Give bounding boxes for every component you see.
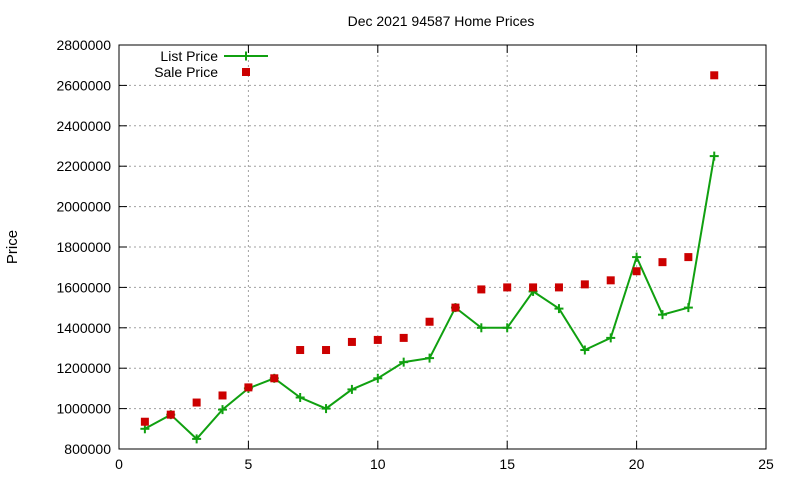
sale-price-point	[322, 346, 331, 355]
list-price-point	[554, 304, 564, 314]
list-price-point	[632, 252, 642, 262]
sale-price-point	[140, 417, 149, 426]
legend: List Price Sale Price	[154, 48, 268, 80]
sale-price-point	[529, 283, 538, 292]
y-tick-label: 1200000	[56, 360, 111, 376]
y-tick-label: 1400000	[56, 320, 111, 336]
list-price-point	[347, 384, 357, 394]
sale-price-point	[347, 337, 356, 346]
x-tick-label: 25	[758, 456, 774, 472]
y-tick-label: 1000000	[56, 401, 111, 417]
legend-label-list-price: List Price	[160, 48, 218, 64]
data-marks	[140, 71, 719, 444]
sale-price-point	[606, 276, 615, 285]
legend-marker-list-price	[241, 51, 251, 61]
list-price-point	[476, 323, 486, 333]
legend-marker-sale-price	[242, 68, 250, 76]
sale-price-point	[192, 398, 201, 407]
sale-price-point	[296, 346, 305, 355]
list-price-point	[425, 353, 435, 363]
sale-price-point	[503, 283, 512, 292]
y-tick-label: 2200000	[56, 158, 111, 174]
plot-frame	[118, 44, 767, 450]
list-price-point	[709, 151, 719, 161]
y-tick-label: 800000	[64, 441, 111, 457]
list-price-point	[657, 310, 667, 320]
x-tick-label: 20	[629, 456, 645, 472]
sale-price-point	[218, 391, 227, 400]
list-price-point	[580, 345, 590, 355]
y-tick-label: 2600000	[56, 77, 111, 93]
sale-price-point	[632, 267, 641, 276]
list-price-point	[683, 303, 693, 313]
x-tick-label: 5	[245, 456, 253, 472]
list-price-point	[502, 323, 512, 333]
legend-label-sale-price: Sale Price	[154, 64, 218, 80]
sale-price-point	[166, 410, 175, 419]
sale-price-point	[658, 258, 667, 267]
sale-price-point	[477, 285, 486, 294]
list-price-point	[192, 434, 202, 444]
list-price-point	[140, 424, 150, 434]
y-tick-label: 2400000	[56, 118, 111, 134]
sale-price-point	[710, 71, 719, 80]
x-tick-label: 15	[499, 456, 515, 472]
sale-price-point	[451, 303, 460, 312]
x-tick-label: 10	[370, 456, 386, 472]
sale-price-point	[554, 283, 563, 292]
sale-price-point	[270, 374, 279, 383]
axis-ticks: 0 5 10 15 20 25 800000 1000000 1200000 1400000 160…	[56, 37, 774, 472]
y-tick-label: 2800000	[56, 37, 111, 53]
x-tick-label: 0	[115, 456, 123, 472]
chart-title: Dec 2021 94587 Home Prices	[348, 13, 535, 29]
list-price-point	[373, 373, 383, 383]
sale-price-point	[580, 280, 589, 289]
sale-price-point	[244, 383, 253, 392]
sale-price-point	[373, 335, 382, 344]
y-tick-label: 2000000	[56, 199, 111, 215]
list-price-point	[218, 405, 228, 415]
y-axis-label: Price	[4, 230, 21, 264]
list-price-line	[144, 155, 716, 441]
list-price-point	[295, 392, 305, 402]
sale-price-point	[425, 317, 434, 326]
sale-price-point	[399, 333, 408, 342]
list-price-point	[399, 357, 409, 367]
list-price-point	[606, 333, 616, 343]
sale-price-point	[684, 253, 693, 262]
list-price-point	[321, 404, 331, 414]
grid	[119, 45, 766, 449]
y-tick-label: 1600000	[56, 279, 111, 295]
y-tick-label: 1800000	[56, 239, 111, 255]
